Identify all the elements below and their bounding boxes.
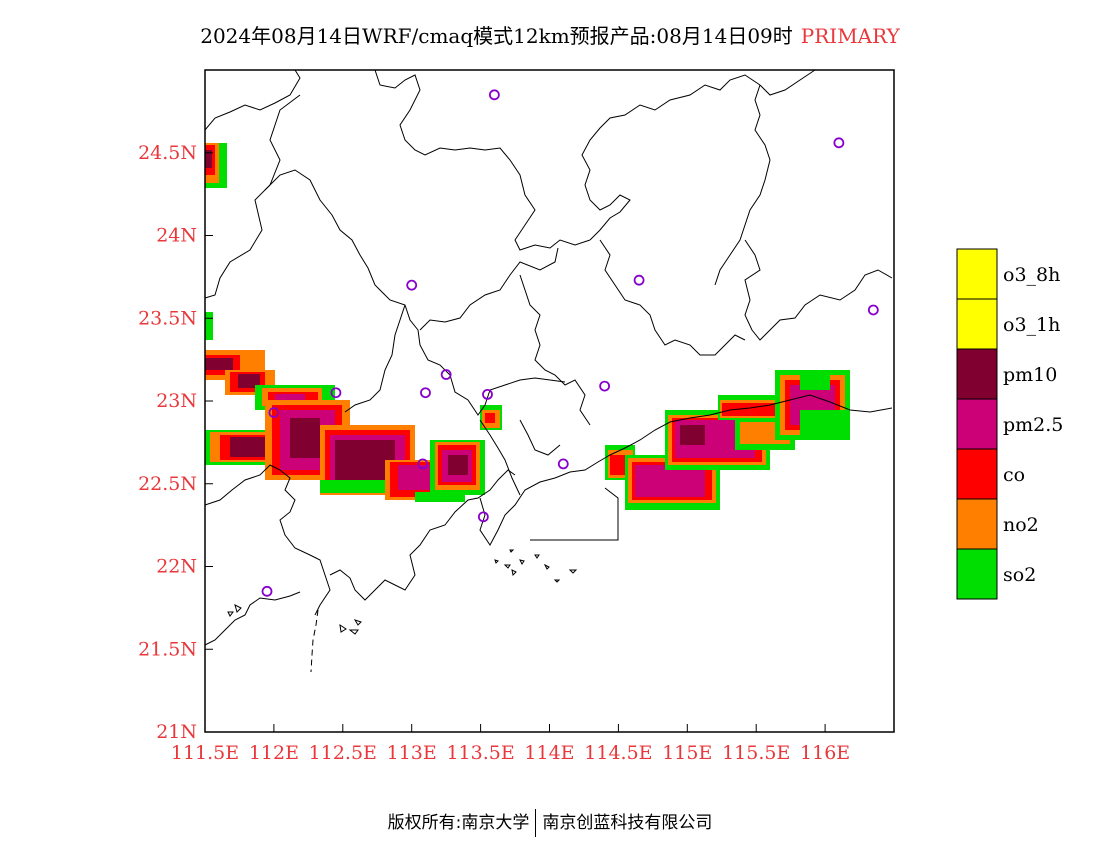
city-boundary-10 (417, 329, 566, 416)
footer-left: 版权所有:南京大学 (387, 813, 530, 833)
legend-swatch-pm10 (956, 348, 998, 400)
grid-cell (238, 374, 260, 388)
y-tick-label: 24N (156, 225, 197, 247)
y-tick-label: 22N (156, 556, 197, 578)
province-boundary-west (204, 69, 301, 299)
grid-cell (205, 312, 213, 340)
station-marker (633, 274, 645, 286)
legend-label: o3_8h (1003, 264, 1060, 286)
x-tick-label: 115.5E (722, 742, 790, 764)
y-tick-label: 21N (156, 721, 197, 743)
x-tick-label: 115E (662, 742, 712, 764)
station-marker (406, 279, 418, 291)
station-marker (417, 458, 429, 470)
x-tick-label: 112.5E (309, 742, 377, 764)
grid-cell (205, 358, 233, 370)
x-tick-label: 112E (249, 742, 299, 764)
station-marker (482, 388, 493, 400)
city-boundary-6 (599, 239, 746, 356)
city-boundary-9 (344, 304, 406, 413)
grid-cell (635, 465, 705, 497)
legend-label: pm10 (1003, 364, 1057, 386)
grid-cell (415, 492, 465, 502)
footer-separator (535, 809, 537, 837)
station-marker (477, 511, 489, 523)
x-tick-label: 111.5E (171, 742, 239, 764)
dashed-line (310, 609, 319, 673)
city-boundary-11 (479, 419, 561, 496)
legend-label: no2 (1003, 514, 1039, 536)
y-tick-label: 23.5N (138, 307, 197, 329)
legend-label: co (1003, 464, 1025, 486)
grid-cell (205, 150, 212, 168)
y-tick-label: 23N (156, 390, 197, 412)
legend-swatch-so2 (956, 548, 998, 600)
x-tick-label: 116E (800, 742, 850, 764)
station-marker (867, 304, 879, 316)
grid-cell (320, 480, 400, 493)
station-markers (261, 89, 879, 597)
city-boundary-5 (714, 69, 816, 286)
footer-right: 南京创蓝科技有限公司 (542, 813, 713, 833)
city-boundary-1 (264, 169, 419, 331)
grid-cell (680, 425, 705, 445)
coastline-2 (479, 394, 893, 546)
legend-label: so2 (1003, 564, 1036, 586)
city-boundary-8 (744, 239, 893, 341)
legend-swatch-o3_1h (956, 298, 998, 350)
legend: o3_8h o3_1h pm10 pm2.5 co no2 so2 (956, 248, 1063, 600)
grid-cell (290, 418, 320, 458)
copyright-footer: 版权所有:南京大学 南京创蓝科技有限公司 (0, 808, 1100, 837)
grid-cell (800, 370, 830, 390)
grid-cell (230, 437, 270, 457)
grid-cell (485, 413, 495, 423)
station-marker (261, 585, 273, 597)
coastline (204, 464, 516, 616)
islands (227, 549, 578, 635)
y-tick-label: 22.5N (138, 473, 197, 495)
legend-swatch-o3_8h (956, 248, 998, 300)
city-boundary-4 (581, 74, 761, 241)
x-tick-label: 113E (387, 742, 437, 764)
station-marker (488, 89, 500, 101)
x-tick-label: 114.5E (584, 742, 652, 764)
station-marker (557, 458, 569, 470)
legend-label: pm2.5 (1003, 414, 1063, 436)
legend-swatch-co (956, 448, 998, 500)
map-title: 2024年08月14日WRF/cmaq模式12km预报产品:08月14日09时 P… (0, 20, 1100, 49)
station-marker (833, 137, 845, 149)
title-tag: PRIMARY (800, 24, 900, 48)
legend-label: o3_1h (1003, 314, 1060, 336)
boundary-lines (204, 69, 893, 673)
legend-swatch-pm2.5 (956, 398, 998, 450)
city-boundary-7 (519, 274, 591, 426)
station-marker (420, 387, 431, 399)
grid-cell (800, 410, 850, 438)
legend-swatch-no2 (956, 498, 998, 550)
hk-boundary (530, 487, 619, 541)
title-main: 2024年08月14日WRF/cmaq模式12km预报产品:08月14日09时 (200, 24, 793, 48)
station-marker (268, 407, 280, 418)
grid-cell (448, 455, 468, 475)
x-tick-label: 114E (524, 742, 574, 764)
station-marker (599, 380, 611, 392)
y-tick-label: 21.5N (138, 638, 197, 660)
x-tick-label: 113.5E (446, 742, 514, 764)
axis-ticks: 111.5E 112E 112.5E 113E 113.5E 114E 114.5E 115E… (138, 142, 850, 764)
coastline-west (204, 591, 301, 646)
y-tick-label: 24.5N (138, 142, 197, 164)
station-marker (440, 369, 452, 380)
grid-cell (610, 455, 628, 475)
city-boundary-3 (419, 247, 559, 331)
city-boundary-2 (374, 69, 591, 251)
station-marker (330, 387, 342, 399)
